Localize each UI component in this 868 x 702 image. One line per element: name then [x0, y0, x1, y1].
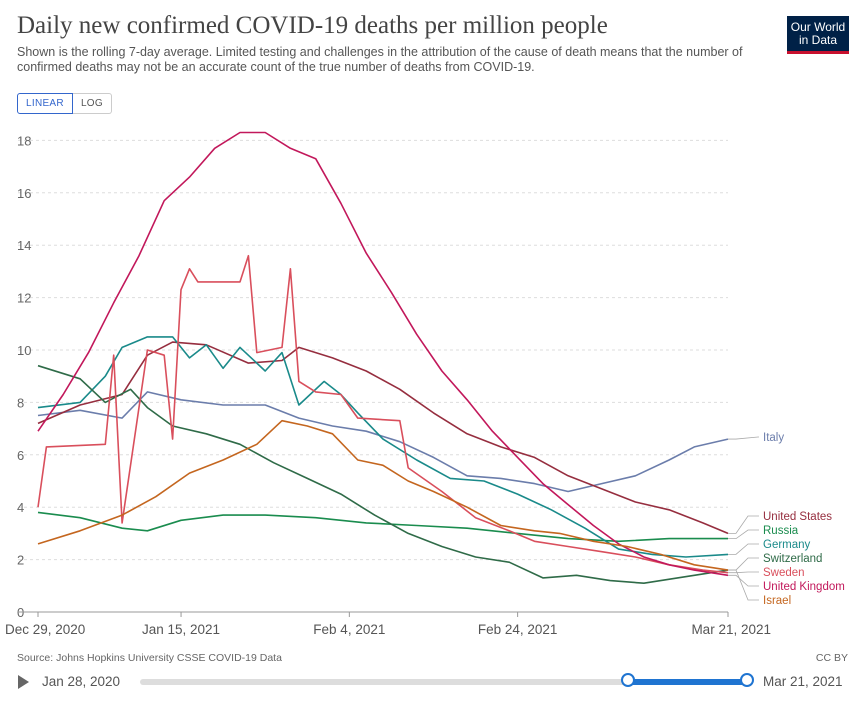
series-line-sweden[interactable]	[37, 254, 729, 574]
series-label-leader	[728, 571, 759, 574]
source-note: Source: Johns Hopkins University CSSE CO…	[17, 652, 282, 664]
y-tick-label: 16	[17, 186, 31, 201]
timeline-start-date: Jan 28, 2020	[42, 674, 121, 689]
y-tick-label: 8	[17, 395, 24, 410]
logo-line-1: Our World	[790, 20, 846, 34]
y-tick-label: 6	[17, 448, 24, 463]
y-tick-label: 18	[17, 133, 31, 148]
owid-logo[interactable]: Our World in Data	[787, 16, 849, 54]
y-tick-label: 12	[17, 291, 31, 306]
series-line-germany[interactable]	[37, 336, 729, 558]
timeline-end-handle[interactable]	[740, 673, 754, 687]
x-tick-label: Jan 15, 2021	[142, 622, 220, 637]
y-tick-label: 4	[17, 500, 24, 515]
timeline: Jan 28, 2020 Mar 21, 2021	[0, 670, 868, 694]
series-line-israel[interactable]	[37, 419, 729, 571]
logo-line-2: in Data	[798, 33, 838, 47]
play-icon[interactable]	[18, 675, 29, 689]
chart-title: Daily new confirmed COVID-19 deaths per …	[17, 12, 608, 39]
timeline-start-handle[interactable]	[621, 673, 635, 687]
x-tick-label: Dec 29, 2020	[5, 622, 85, 637]
chart-subtitle: Shown is the rolling 7-day average. Limi…	[17, 45, 743, 74]
timeline-selected-range	[628, 679, 747, 685]
x-tick-label: Feb 24, 2021	[478, 622, 558, 637]
series-label-leader	[728, 543, 759, 555]
series-labels: Italy United States Russia Germany Switzerla…	[728, 432, 845, 607]
license-link[interactable]: CC BY	[815, 652, 848, 664]
series-line-switzerland[interactable]	[37, 364, 729, 584]
series-label-russia[interactable]: Russia	[763, 525, 799, 537]
y-tick-label: 14	[17, 238, 31, 253]
series-label-leader	[728, 574, 759, 587]
timeline-track[interactable]	[140, 679, 747, 685]
series-label-switzerland[interactable]: Switzerland	[763, 553, 822, 565]
series-label-leader	[728, 557, 759, 571]
series-line-united-states[interactable]	[37, 341, 729, 535]
series-label-united-states[interactable]: United States	[763, 511, 832, 523]
timeline-end-date: Mar 21, 2021	[763, 674, 843, 689]
series-label-leader	[728, 515, 759, 534]
log-scale-button[interactable]: LOG	[72, 93, 112, 114]
series-label-germany[interactable]: Germany	[763, 539, 811, 551]
series-label-sweden[interactable]: Sweden	[763, 567, 805, 579]
scale-toggle: LINEAR LOG	[17, 93, 112, 114]
x-tick-label: Mar 21, 2021	[691, 622, 771, 637]
series-label-italy[interactable]: Italy	[763, 432, 784, 444]
y-tick-label: 10	[17, 343, 31, 358]
series-lines	[37, 131, 729, 584]
series-label-israel[interactable]: Israel	[763, 595, 791, 607]
x-tick-label: Feb 4, 2021	[313, 622, 385, 637]
series-label-united-kingdom[interactable]: United Kingdom	[763, 581, 845, 593]
y-tick-label: 2	[17, 553, 24, 568]
series-label-leader	[728, 436, 759, 440]
linear-scale-button[interactable]: LINEAR	[17, 93, 73, 114]
series-label-leader	[728, 569, 759, 601]
series-line-italy[interactable]	[37, 391, 729, 493]
series-label-leader	[728, 529, 759, 540]
grid-lines	[18, 139, 728, 561]
series-line-united-kingdom[interactable]	[37, 131, 729, 577]
series-line-russia[interactable]	[37, 511, 728, 543]
